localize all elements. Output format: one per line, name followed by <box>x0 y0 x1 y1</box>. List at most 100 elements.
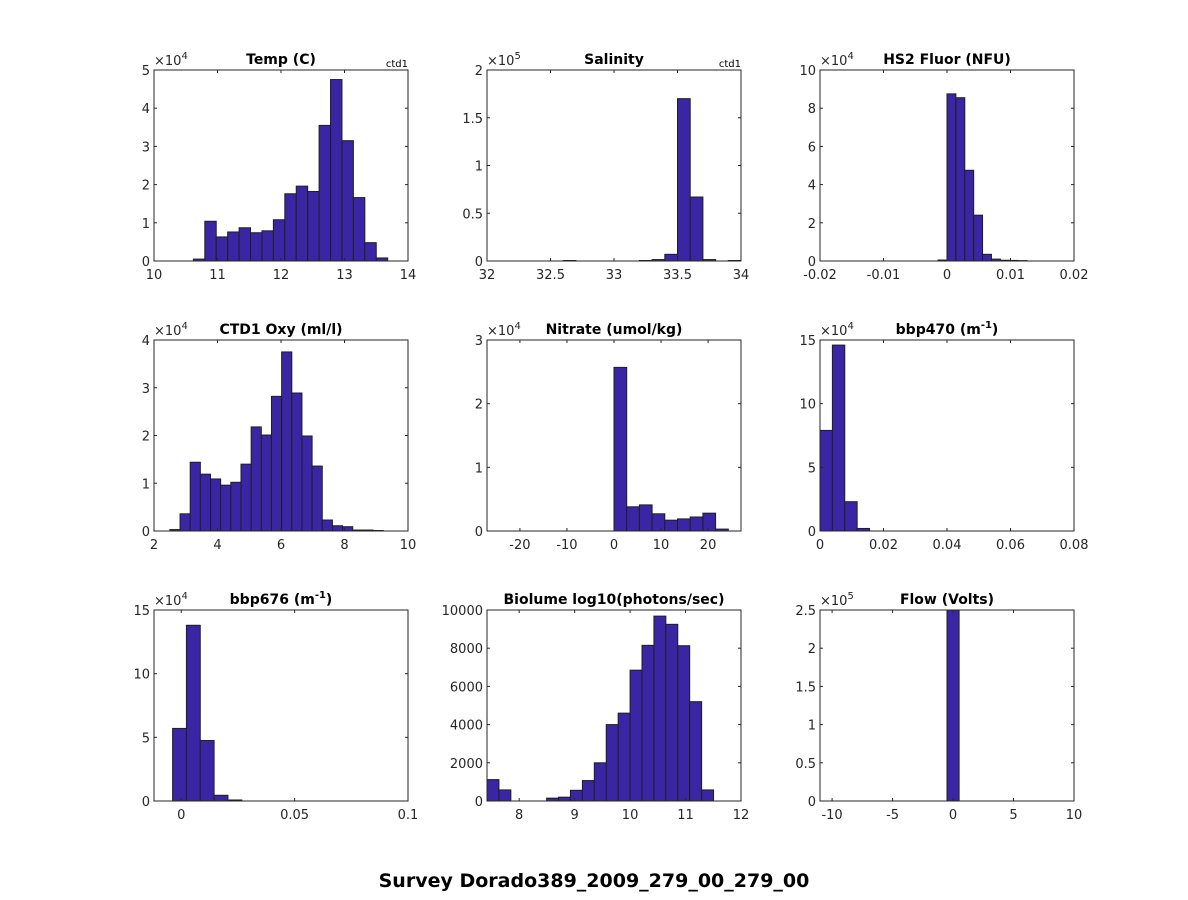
x-tick-label: -0.02 <box>803 268 837 283</box>
histogram-bar <box>199 473 212 532</box>
histogram-bar <box>498 789 512 802</box>
corner-label: ctd1 <box>386 59 408 70</box>
histogram-bar <box>653 615 667 802</box>
subplot-4: 2 4 6 8 10 0 1 2 3 4 ×104 CTD1 Oxy (ml/l) <box>142 321 417 553</box>
histogram-bar <box>982 253 992 262</box>
subplot-7: 0 0.05 0.1 0 5 10 15 ×104 bbp676 (m-1) <box>133 590 418 823</box>
x-tick-label: 10 <box>400 538 417 553</box>
histogram-bar <box>311 465 323 532</box>
histogram-bar <box>179 513 191 532</box>
x-tick-label: 9 <box>570 808 578 823</box>
histogram-bar <box>240 463 252 532</box>
x-tick-label: 13 <box>336 268 353 283</box>
x-tick-label: 0.05 <box>280 808 309 823</box>
x-tick-label: 20 <box>700 538 717 553</box>
x-tick-label: 10 <box>622 808 639 823</box>
histogram-bar <box>665 623 679 802</box>
y-tick-label: 1 <box>142 217 150 232</box>
y-axis-exponent: ×104 <box>154 591 188 609</box>
histogram-bar <box>189 461 201 532</box>
y-axis-exponent: ×105 <box>487 51 521 69</box>
histogram-bar <box>341 140 354 262</box>
y-tick-label: 0 <box>142 255 150 270</box>
y-tick-label: 2000 <box>450 757 483 772</box>
histogram-bar <box>215 236 229 262</box>
subplot-title: Biolume log10(photons/sec) <box>504 592 725 608</box>
histogram-bar <box>955 97 966 262</box>
x-tick-label: 10 <box>146 268 163 283</box>
x-tick-label: 10 <box>653 538 670 553</box>
subplot-9: -10 -5 0 5 10 0 0.5 1 1.5 2 2.5 ×105 Flow (Volts) <box>795 591 1082 823</box>
histogram-bar <box>558 796 571 802</box>
histogram-bar <box>199 740 215 802</box>
histogram-bar <box>651 513 666 532</box>
histogram-bar <box>260 434 272 532</box>
x-tick-label: 11 <box>209 268 226 283</box>
x-tick-label: 0 <box>610 538 618 553</box>
y-tick-label: 0 <box>142 795 150 810</box>
x-tick-label: 0.01 <box>996 268 1025 283</box>
y-tick-label: 0 <box>808 525 816 540</box>
histogram-bar <box>330 79 343 262</box>
x-tick-label: -5 <box>886 808 899 823</box>
histogram-bar <box>605 724 619 802</box>
y-tick-label: 2 <box>475 398 483 413</box>
y-tick-label: 4000 <box>450 719 483 734</box>
y-tick-label: 4 <box>808 179 816 194</box>
subplot-2: 32 32.5 33 33.5 34 0 0.5 1 1.5 2 ×105 Salinity ctd1 <box>462 51 749 283</box>
y-axis-exponent: ×104 <box>820 51 854 69</box>
histogram-bar <box>210 478 222 532</box>
y-tick-label: 8000 <box>450 642 483 657</box>
y-tick-label: 0 <box>475 255 483 270</box>
x-tick-label: -10 <box>556 538 577 553</box>
histogram-bar <box>295 185 309 262</box>
histogram-bar <box>301 435 313 532</box>
histogram-bar <box>677 645 691 802</box>
y-tick-label: 0 <box>808 255 816 270</box>
x-tick-label: 0.1 <box>398 808 419 823</box>
x-tick-label: 33.5 <box>663 268 692 283</box>
subplot-title: bbp470 (m-1) <box>896 320 999 338</box>
subplot-title: HS2 Fluor (NFU) <box>883 52 1011 68</box>
subplot-6: 0 0.02 0.04 0.06 0.08 0 5 10 15 ×104 bbp470 (m-1) <box>799 320 1088 553</box>
y-tick-label: 5 <box>142 731 150 746</box>
y-tick-label: 15 <box>133 604 150 619</box>
y-tick-label: 1 <box>808 719 816 734</box>
histogram-bar <box>569 789 583 802</box>
y-tick-label: 0 <box>142 525 150 540</box>
histogram-bar <box>227 231 240 262</box>
y-tick-label: 10 <box>799 398 816 413</box>
histogram-bar <box>593 762 607 802</box>
histogram-bar <box>946 93 957 262</box>
y-tick-label: 6 <box>808 140 816 155</box>
x-tick-label: 11 <box>677 808 694 823</box>
subplot-title: CTD1 Oxy (ml/l) <box>219 322 342 338</box>
histogram-bar <box>677 518 691 532</box>
x-tick-label: 0.02 <box>1060 268 1089 283</box>
x-tick-label: 5 <box>1009 808 1017 823</box>
y-tick-label: 0 <box>475 525 483 540</box>
y-tick-label: 2 <box>142 179 150 194</box>
y-axis-exponent: ×104 <box>154 321 188 339</box>
histogram-bar <box>689 701 703 802</box>
x-tick-label: 8 <box>340 538 348 553</box>
histogram-bar <box>204 220 217 262</box>
histogram-bar <box>702 512 717 532</box>
histogram-bar <box>364 242 377 262</box>
y-tick-label: 15 <box>799 334 816 349</box>
y-axis-exponent: ×104 <box>154 51 188 69</box>
histogram-bar <box>819 429 833 532</box>
x-tick-label: 0 <box>177 808 185 823</box>
x-tick-label: 33 <box>606 268 623 283</box>
x-tick-label: 0 <box>949 808 957 823</box>
x-tick-label: -0.01 <box>867 268 901 283</box>
y-tick-label: 8 <box>808 102 816 117</box>
histogram-bar <box>213 794 229 802</box>
y-tick-label: 2.5 <box>795 604 816 619</box>
histogram-bar <box>973 214 984 262</box>
histogram-bar <box>352 197 366 262</box>
subplot-title: Nitrate (umol/kg) <box>546 322 683 338</box>
y-tick-label: 0.5 <box>795 757 816 772</box>
histogram-bar <box>331 525 344 532</box>
